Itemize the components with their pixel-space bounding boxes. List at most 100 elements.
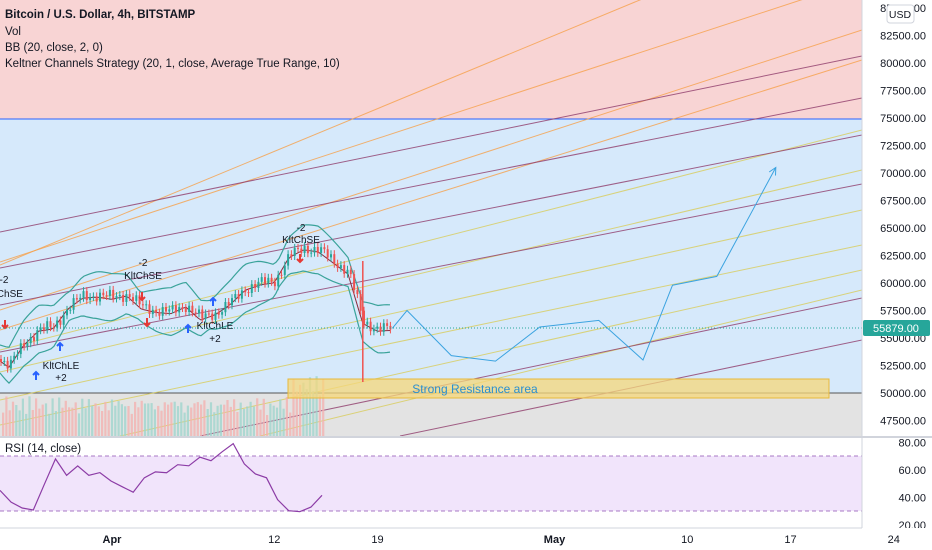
candle-body	[336, 263, 339, 268]
candle-body	[313, 247, 316, 253]
volume-bar	[275, 407, 279, 436]
price-tick-label: 62500.00	[880, 251, 926, 263]
forecast-path[interactable]	[391, 167, 777, 362]
volume-bar	[21, 398, 24, 436]
volume-bar	[18, 410, 21, 436]
candle-body	[13, 355, 16, 360]
volume-bar	[124, 406, 127, 436]
volume-bar	[64, 400, 67, 436]
volume-bar	[223, 404, 226, 436]
fan-line	[0, 129, 862, 351]
volume-bar	[110, 399, 114, 436]
candle-body	[79, 297, 82, 300]
candle-body	[3, 360, 6, 362]
candle-body	[287, 254, 290, 266]
resistance-area-box[interactable]	[287, 378, 830, 399]
candle-body	[141, 304, 144, 306]
volume-bar	[38, 408, 41, 436]
price-tick-label: 47500.00	[880, 416, 926, 428]
candle-body	[135, 295, 138, 301]
volume-bar	[282, 408, 285, 436]
volume-bar	[11, 401, 15, 436]
signal-name: KltChLE	[43, 361, 80, 372]
symbol-title: Bitcoin / U.S. Dollar, 4h, BITSTAMP	[5, 9, 196, 21]
price-tick-label: 77500.00	[880, 86, 926, 98]
time-tick-label: 10	[681, 534, 693, 546]
signal-label-3: -2 KltChSE	[282, 223, 320, 246]
fan-line	[0, 55, 862, 233]
price-tick-label: 52500.00	[880, 361, 926, 373]
short-signal-arrow	[296, 254, 304, 264]
signal-label-5: KltChLE +2	[43, 361, 80, 384]
long-signal-arrow	[209, 296, 217, 306]
signal-name: KltChSE	[0, 289, 23, 300]
pane-separator[interactable]	[0, 436, 932, 438]
fan-line	[0, 0, 803, 263]
volume-bar	[157, 405, 160, 436]
candle-body	[19, 343, 22, 355]
volume-bar	[295, 391, 298, 436]
candle-body	[386, 323, 389, 326]
volume-bar	[2, 412, 5, 436]
candle-body	[323, 247, 326, 250]
volume-bar	[147, 403, 150, 436]
time-axis[interactable]	[0, 528, 932, 550]
price-badge-value: 55879.00	[873, 323, 919, 335]
volume-bar	[71, 407, 74, 436]
candle-body	[277, 274, 280, 287]
volume-bar	[58, 397, 61, 436]
candle-body	[188, 305, 191, 312]
candle-body	[201, 309, 204, 319]
indicator-keltner[interactable]: Keltner Channels Strategy (20, 1, close,…	[5, 58, 340, 70]
candle-body	[165, 307, 167, 312]
price-tick-label: 82500.00	[880, 31, 926, 43]
indicator-bb[interactable]: BB (20, close, 2, 0)	[5, 42, 103, 54]
bb-upper-band	[0, 224, 391, 348]
volume-bar	[219, 404, 222, 436]
indicator-vol[interactable]: Vol	[5, 26, 21, 38]
currency-button[interactable]: USD	[886, 4, 915, 24]
volume-bars	[2, 376, 325, 436]
candle-body	[125, 294, 128, 302]
volume-bar	[239, 402, 242, 436]
candle-body	[145, 304, 148, 306]
signal-qty: +2	[209, 334, 221, 345]
candle-body	[211, 313, 214, 320]
volume-bar	[8, 410, 11, 436]
volume-bar	[193, 403, 196, 436]
price-tick-label: 70000.00	[880, 168, 926, 180]
candle-body	[0, 359, 2, 362]
signal-name: KltChLE	[197, 321, 234, 332]
rsi-label[interactable]: RSI (14, close)	[5, 443, 81, 455]
candle-body	[300, 248, 303, 253]
rsi-tick-label: 80.00	[898, 437, 926, 449]
volume-bar	[114, 405, 117, 436]
price-axis[interactable]	[862, 0, 932, 436]
fan-line	[0, 134, 862, 306]
volume-bar	[15, 405, 18, 436]
candle-body	[66, 309, 68, 316]
rsi-axis[interactable]	[863, 438, 932, 528]
candle-body	[207, 313, 210, 315]
candle-body	[171, 305, 174, 310]
volume-bar	[305, 389, 308, 436]
candle-body	[231, 298, 233, 306]
volume-bar	[44, 403, 48, 436]
signal-label-2: -2 KltChSE	[124, 258, 162, 282]
candle-body	[52, 327, 55, 329]
candle-body	[39, 327, 42, 331]
candle-body	[267, 277, 270, 284]
volume-bar	[31, 410, 34, 436]
candle-body	[75, 298, 78, 300]
time-tick-label: 19	[371, 534, 383, 546]
volume-bar	[68, 407, 71, 436]
candle-body	[105, 295, 108, 297]
candle-body	[376, 326, 379, 329]
candle-body	[224, 302, 227, 313]
candle-body	[151, 309, 154, 315]
candle-body	[234, 294, 237, 299]
candle-body	[89, 297, 92, 301]
volume-bar	[183, 412, 186, 436]
candle-body	[326, 249, 329, 258]
volume-bar	[308, 377, 312, 436]
